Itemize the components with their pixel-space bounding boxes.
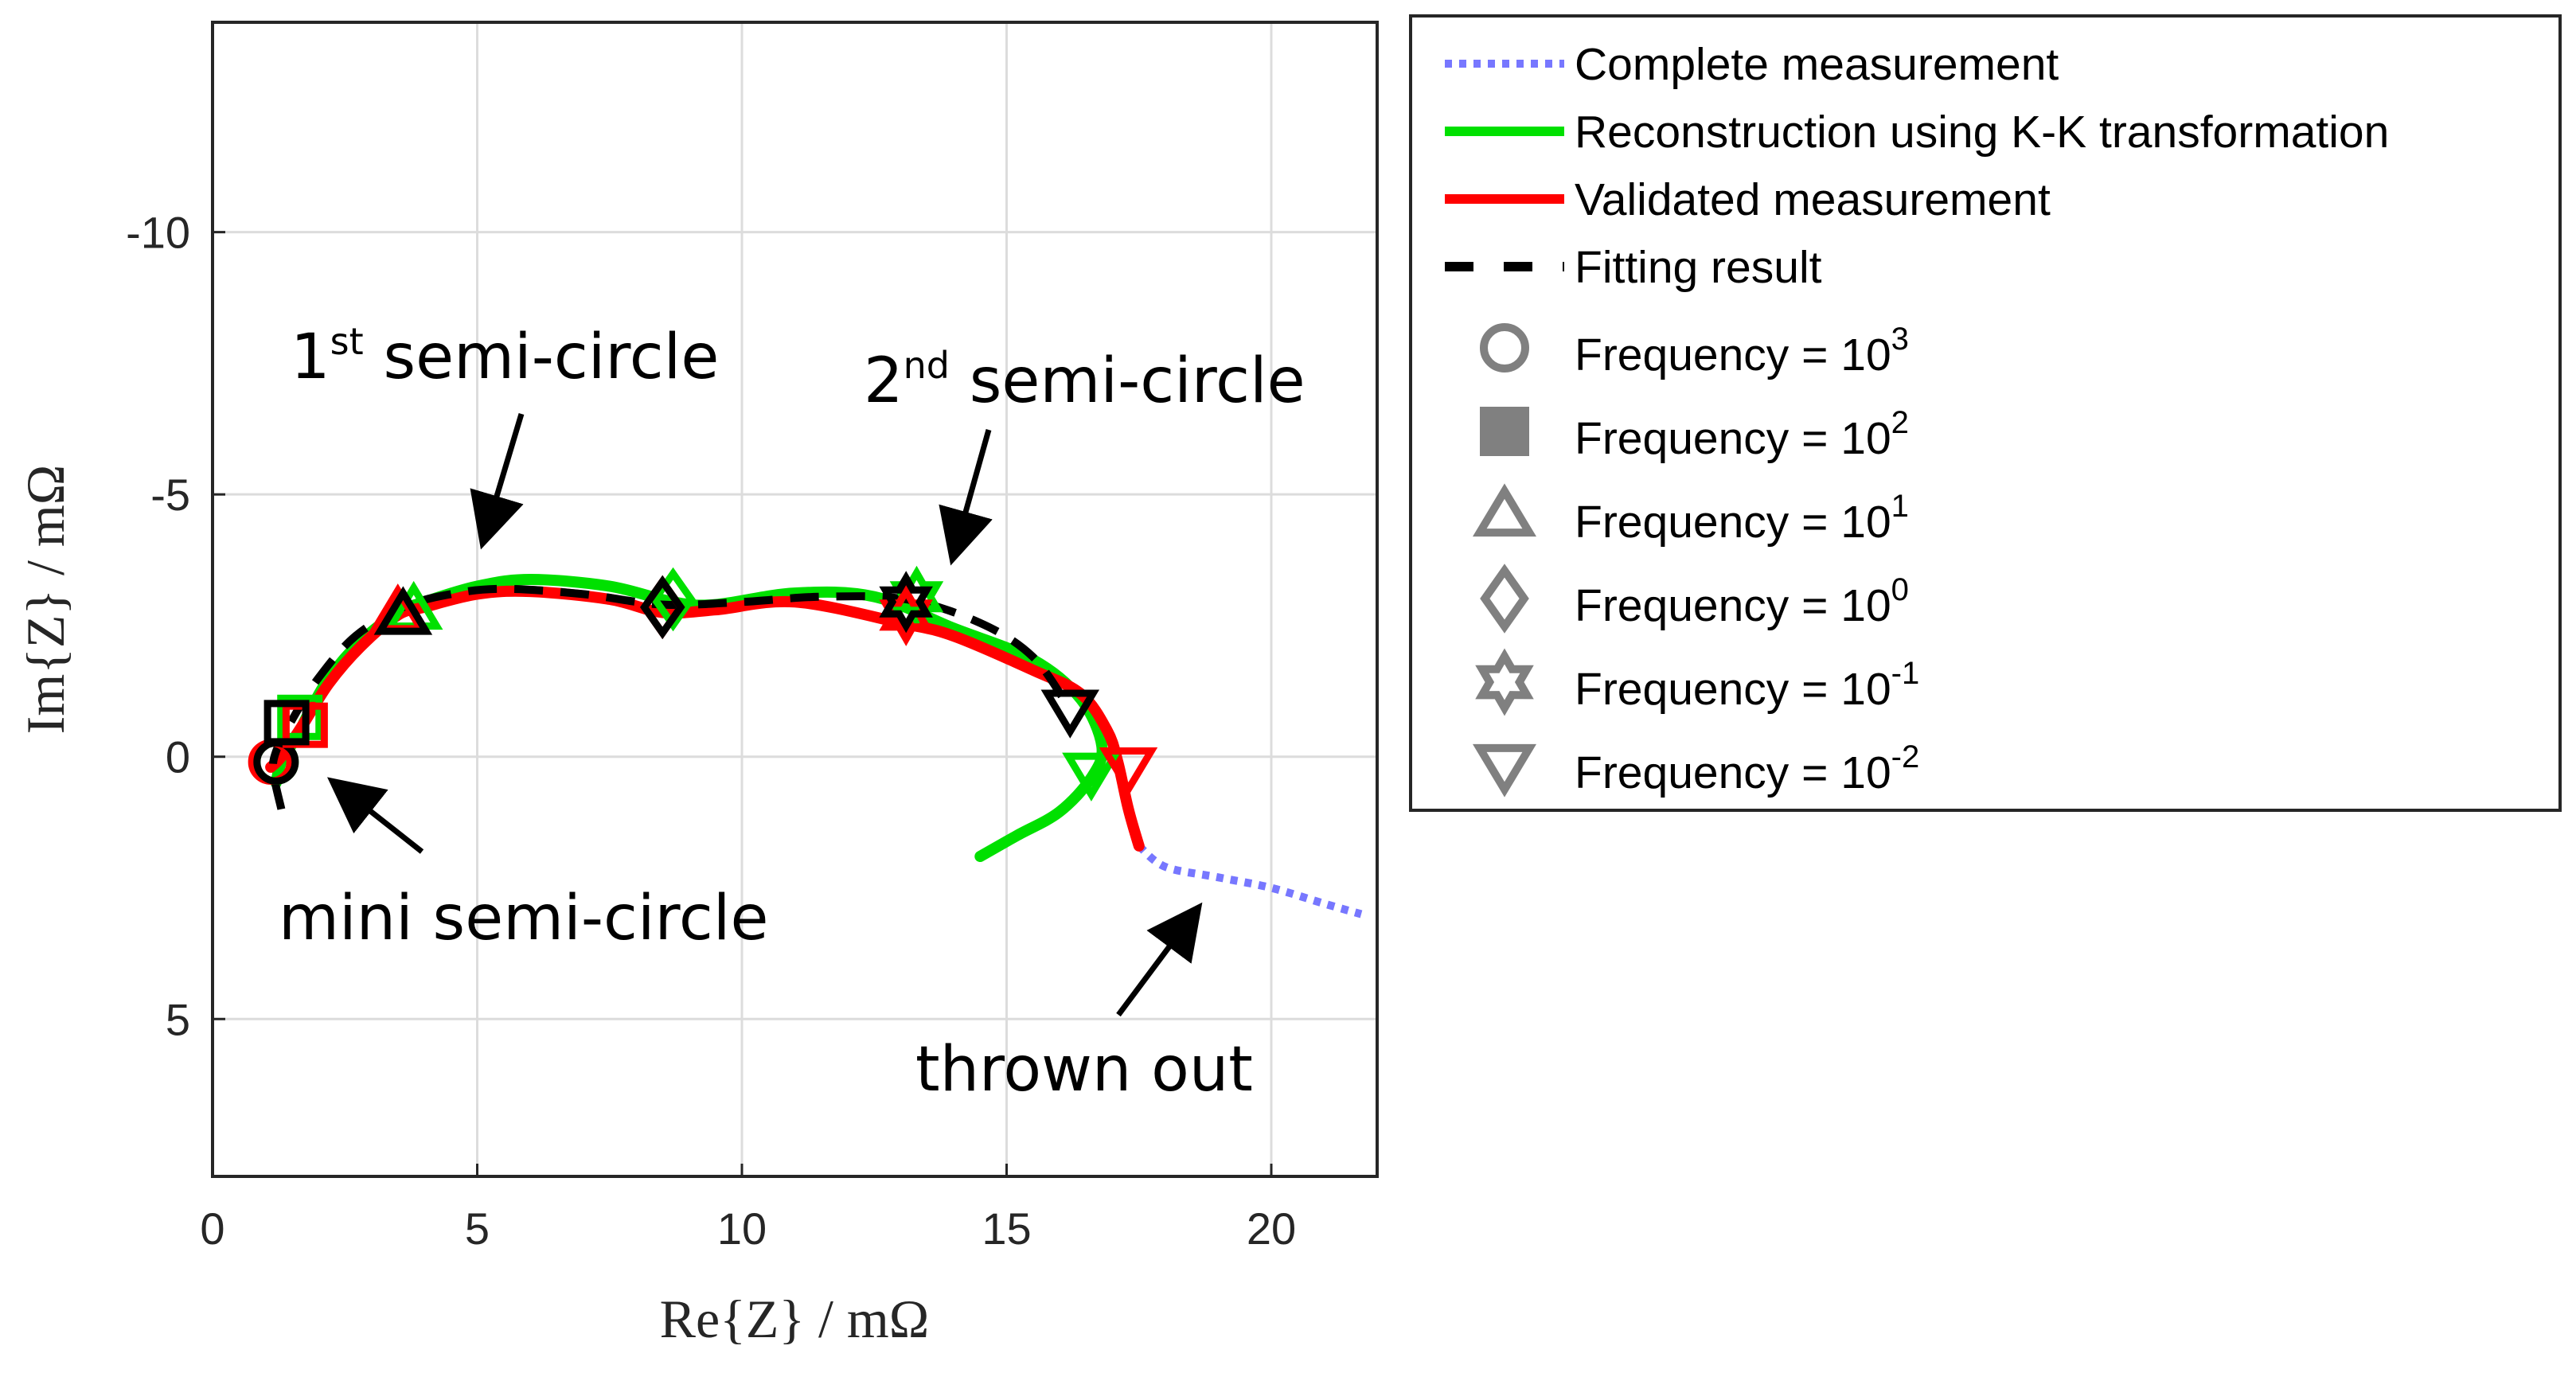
legend-entry-9-marker	[1472, 743, 1537, 798]
arrow-second-semicircle	[939, 429, 993, 566]
annotation-second-semicircle: 2nd semi-circle	[864, 344, 1306, 417]
legend-label-text: Frequency = 10	[1575, 330, 1891, 380]
marker-square-black	[263, 700, 310, 746]
series-complete-measurement	[1136, 842, 1363, 919]
legend-label-exponent: 0	[1891, 572, 1909, 607]
legend-entry-8-label: Frequency = 10-1	[1575, 656, 1919, 715]
x-tick-label: 20	[1247, 1203, 1296, 1254]
legend-label-text: Frequency = 10	[1575, 747, 1891, 798]
y-tick-label: -5	[150, 470, 190, 520]
legend-entry-4-marker	[1480, 323, 1529, 373]
annotation-thrown-out: thrown out	[915, 1034, 1253, 1106]
y-tick-label: 5	[166, 994, 190, 1044]
marker-hexagram-black	[879, 571, 933, 634]
legend-entry-1-label: Reconstruction using K-K transformation	[1575, 107, 2389, 158]
legend-entry-6-marker	[1472, 483, 1537, 537]
annotation-text-rest: semi-circle	[950, 345, 1306, 417]
marker-hexagram-red	[879, 583, 933, 646]
legend-box	[1409, 14, 2562, 812]
legend-label-text: Fitting result	[1575, 242, 1822, 293]
annotation-superscript: nd	[904, 344, 950, 387]
arrow-thrown-out	[1116, 902, 1203, 1017]
legend-label-text: Frequency = 10	[1575, 413, 1891, 464]
marker-triangle-down-green	[1062, 752, 1121, 802]
axis-ticks: 0 5 10 15 20 -10 -5 0 5	[126, 208, 1296, 1254]
plot-frame	[211, 21, 1379, 1178]
legend-entry-8-marker	[1475, 648, 1534, 716]
legend-label-text: Frequency = 10	[1575, 664, 1891, 715]
annotation-superscript: st	[330, 320, 364, 363]
legend-entry-0-label: Complete measurement	[1575, 39, 2059, 90]
annotation-first-semicircle: 1st semi-circle	[291, 320, 719, 393]
legend-entry-2-label: Validated measurement	[1575, 174, 2051, 225]
annotation-text-rest: semi-circle	[364, 322, 720, 393]
svg-text:2nd semi-circle: 2nd semi-circle	[864, 344, 1306, 417]
annotation-mini-semicircle: mini semi-circle	[279, 883, 768, 954]
legend-label-exponent: -2	[1891, 739, 1920, 774]
x-tick-label: 15	[982, 1203, 1031, 1254]
annotation-text: 1	[291, 322, 330, 393]
legend-label-text: Validated measurement	[1575, 174, 2051, 225]
legend-entry-5-marker	[1480, 407, 1529, 456]
marker-hexagram-green	[889, 565, 944, 628]
y-tick-label: -10	[126, 208, 190, 258]
marker-triangle-down-black	[1040, 689, 1100, 739]
legend-entry-4-label: Frequency = 103	[1575, 322, 1909, 380]
annotation-text: 2	[864, 345, 904, 417]
frequency-markers	[248, 565, 1158, 802]
x-tick-label: 10	[717, 1203, 767, 1254]
arrow-mini-semicircle	[326, 777, 424, 854]
legend-label-text: Frequency = 10	[1575, 497, 1891, 548]
legend-entry-3-label: Fitting result	[1575, 242, 1822, 293]
legend-entry-7-label: Frequency = 100	[1575, 572, 1909, 631]
legend-label-text: Complete measurement	[1575, 39, 2059, 90]
marker-diamond-green	[650, 567, 696, 632]
legend-entry-5-label: Frequency = 102	[1575, 405, 1909, 464]
arrow-first-semicircle	[470, 412, 525, 550]
y-tick-label: 0	[166, 732, 190, 782]
x-axis-label: Re{Z} / mΩ	[660, 1289, 930, 1349]
y-axis-label: Im{Z} / mΩ	[15, 465, 76, 735]
marker-triangle-down-red	[1099, 747, 1158, 797]
legend-label-exponent: -1	[1891, 656, 1920, 691]
legend-entry-6-label: Frequency = 101	[1575, 489, 1909, 548]
legend-label-text: Frequency = 10	[1575, 580, 1891, 631]
legend-label-text: Reconstruction using K-K transformation	[1575, 107, 2389, 158]
x-tick-label: 5	[465, 1203, 490, 1254]
legend-entry-7-marker	[1480, 564, 1529, 634]
marker-triangle-up-black	[373, 586, 433, 635]
marker-square-green	[277, 694, 323, 740]
x-tick-label: 0	[200, 1203, 224, 1254]
legend-label-exponent: 2	[1891, 405, 1909, 440]
legend-entry-9-label: Frequency = 10-2	[1575, 739, 1919, 798]
svg-text:1st semi-circle: 1st semi-circle	[291, 320, 719, 393]
legend-label-exponent: 3	[1891, 322, 1909, 357]
legend-label-exponent: 1	[1891, 489, 1909, 524]
marker-diamond-black	[639, 575, 685, 640]
legend: Complete measurement Reconstruction using…	[1409, 14, 2562, 812]
